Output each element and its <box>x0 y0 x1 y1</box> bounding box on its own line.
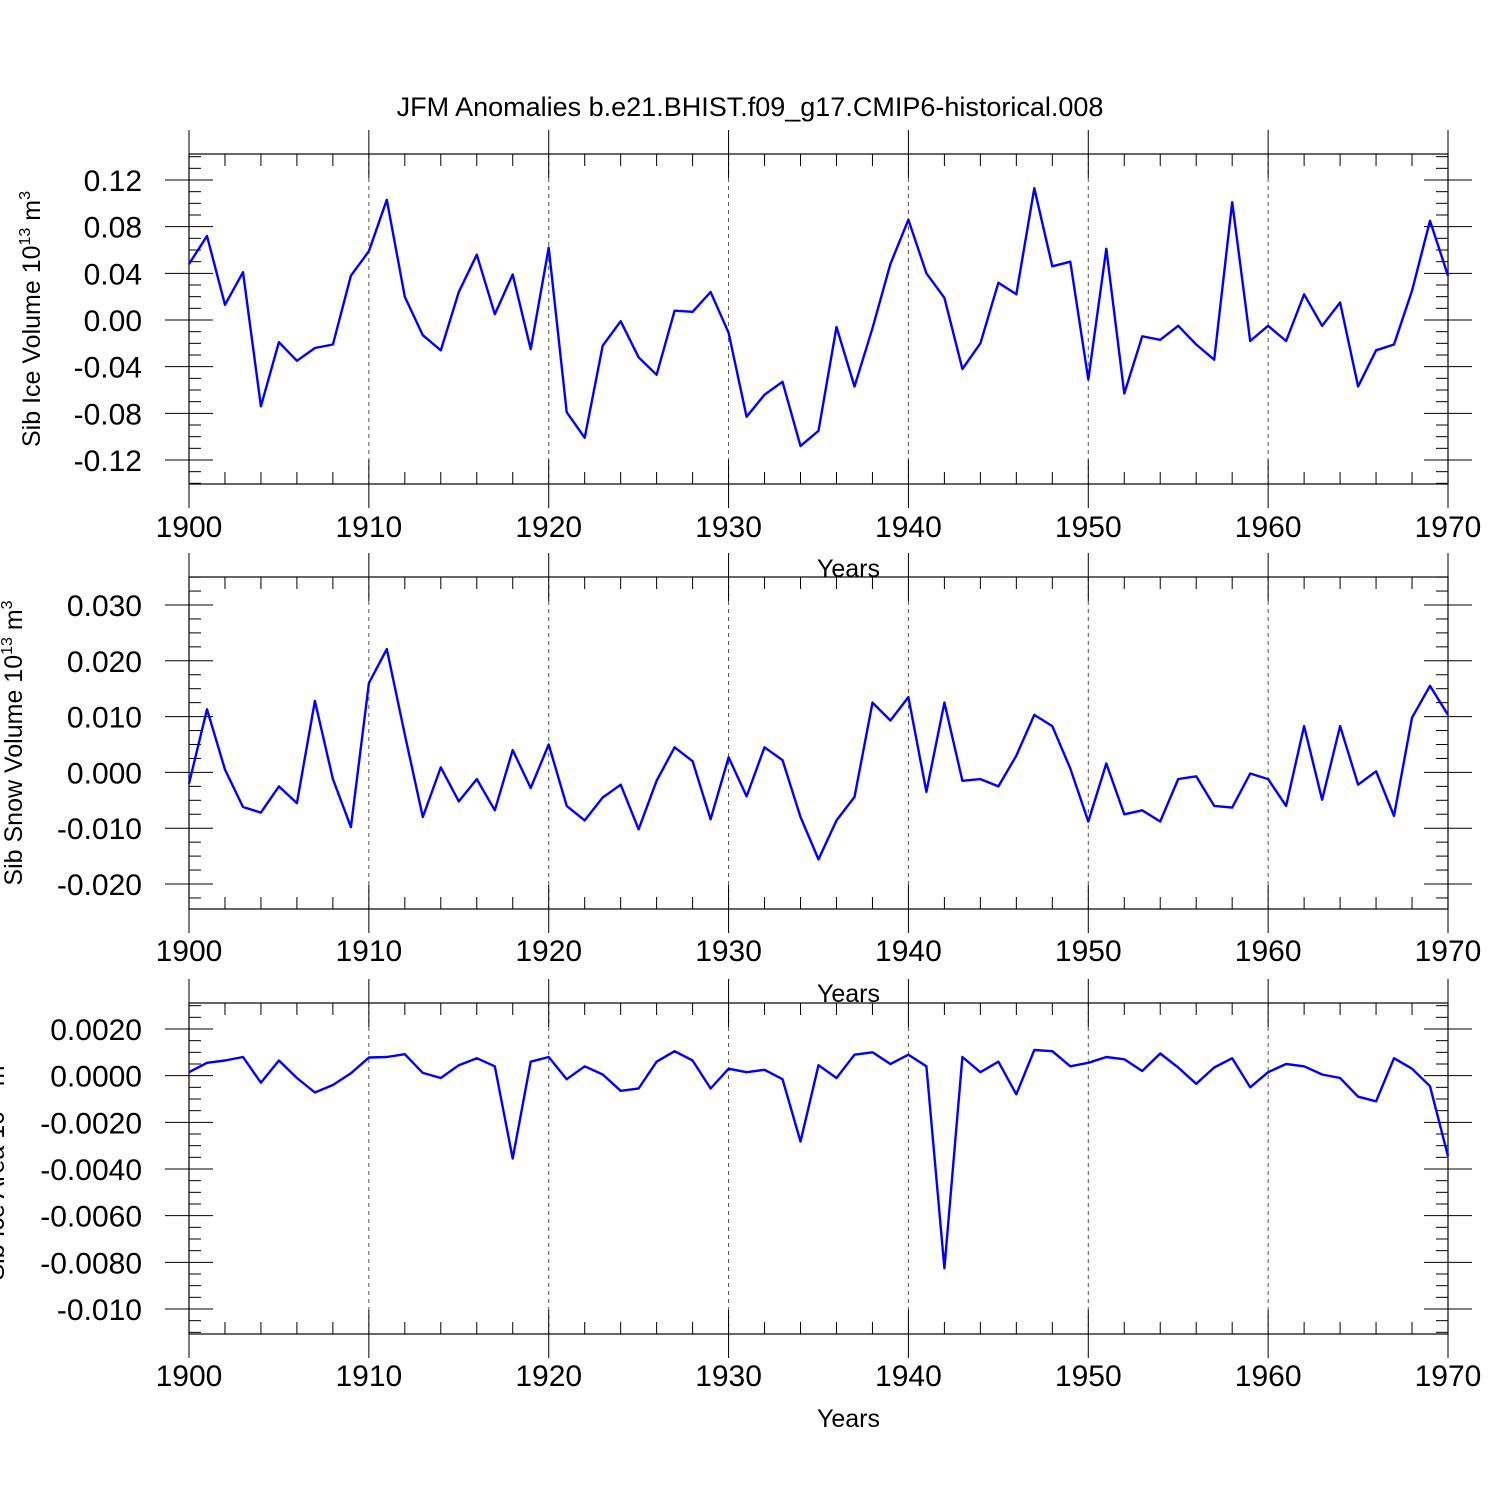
x-tick-label: 1900 <box>156 511 223 544</box>
x-tick-label: 1960 <box>1235 1360 1302 1393</box>
y-tick-label: 0.00 <box>84 305 142 338</box>
y-tick-label: -0.0060 <box>40 1201 142 1234</box>
x-tick-label: 1910 <box>335 511 402 544</box>
y-tick-label: 0.010 <box>67 702 142 735</box>
y-tick-label: -0.010 <box>57 813 142 846</box>
x-tick-label: 1970 <box>1415 1360 1482 1393</box>
y-tick-label: 0.020 <box>67 646 142 679</box>
x-axis-title: Years <box>817 980 880 1008</box>
y-axis-title: Sib Ice Area 1013 m2 <box>0 1056 10 1280</box>
y-tick-label: -0.0020 <box>40 1107 142 1140</box>
x-tick-label: 1900 <box>156 1360 223 1393</box>
panel-ice-area: 1900 1910 1920 1930 1940 1950 1960 1970 -0.010 -0… <box>0 979 1481 1433</box>
y-axis-title: Sib Snow Volume 1013 m3 <box>0 600 28 885</box>
plot-frame <box>188 153 1449 485</box>
y-tick-label: 0.12 <box>84 165 142 198</box>
x-tick-label: 1940 <box>875 511 942 544</box>
x-tick-label: 1930 <box>695 1360 762 1393</box>
y-tick-label: 0.0000 <box>50 1061 142 1094</box>
x-tick-label: 1960 <box>1235 935 1302 968</box>
x-tick-label: 1950 <box>1055 935 1122 968</box>
panel-ice-volume: 1900 1910 1920 1930 1940 1950 1960 1970 -0.12 -0.… <box>17 130 1481 583</box>
plot-frame <box>188 576 1449 910</box>
x-tick-label: 1920 <box>515 935 582 968</box>
y-tick-label: -0.010 <box>57 1294 142 1327</box>
y-axis-title: Sib Ice Volume 1013 m3 <box>17 191 46 447</box>
y-tick-label: 0.0020 <box>50 1014 142 1047</box>
x-tick-label: 1900 <box>156 935 223 968</box>
x-tick-label: 1920 <box>515 511 582 544</box>
x-tick-label: 1910 <box>335 935 402 968</box>
x-tick-label: 1970 <box>1415 935 1482 968</box>
x-tick-label: 1940 <box>875 1360 942 1393</box>
y-tick-label: 0.08 <box>84 212 142 245</box>
y-tick-label: -0.0080 <box>40 1247 142 1280</box>
y-tick-label: -0.020 <box>57 869 142 902</box>
x-tick-label: 1950 <box>1055 511 1122 544</box>
y-tick-label: 0.04 <box>84 258 142 291</box>
x-tick-label: 1970 <box>1415 511 1482 544</box>
y-tick-label: -0.0040 <box>40 1154 142 1187</box>
y-tick-label: -0.04 <box>74 352 142 385</box>
x-tick-label: 1950 <box>1055 1360 1122 1393</box>
x-tick-label: 1930 <box>695 511 762 544</box>
x-tick-label: 1960 <box>1235 511 1302 544</box>
x-axis-title: Years <box>817 1405 880 1433</box>
x-tick-label: 1920 <box>515 1360 582 1393</box>
y-tick-label: 0.000 <box>67 757 142 790</box>
x-tick-label: 1910 <box>335 1360 402 1393</box>
y-tick-label: -0.08 <box>74 398 142 431</box>
y-tick-label: 0.030 <box>67 590 142 623</box>
y-tick-label: -0.12 <box>74 445 142 478</box>
x-tick-label: 1930 <box>695 935 762 968</box>
figure-title: JFM Anomalies b.e21.BHIST.f09_g17.CMIP6-… <box>397 92 1104 122</box>
x-axis-title: Years <box>817 555 880 583</box>
panel-snow-volume: 1900 1910 1920 1930 1940 1950 1960 1970 -0.020 -0… <box>0 553 1481 1008</box>
x-tick-label: 1940 <box>875 935 942 968</box>
